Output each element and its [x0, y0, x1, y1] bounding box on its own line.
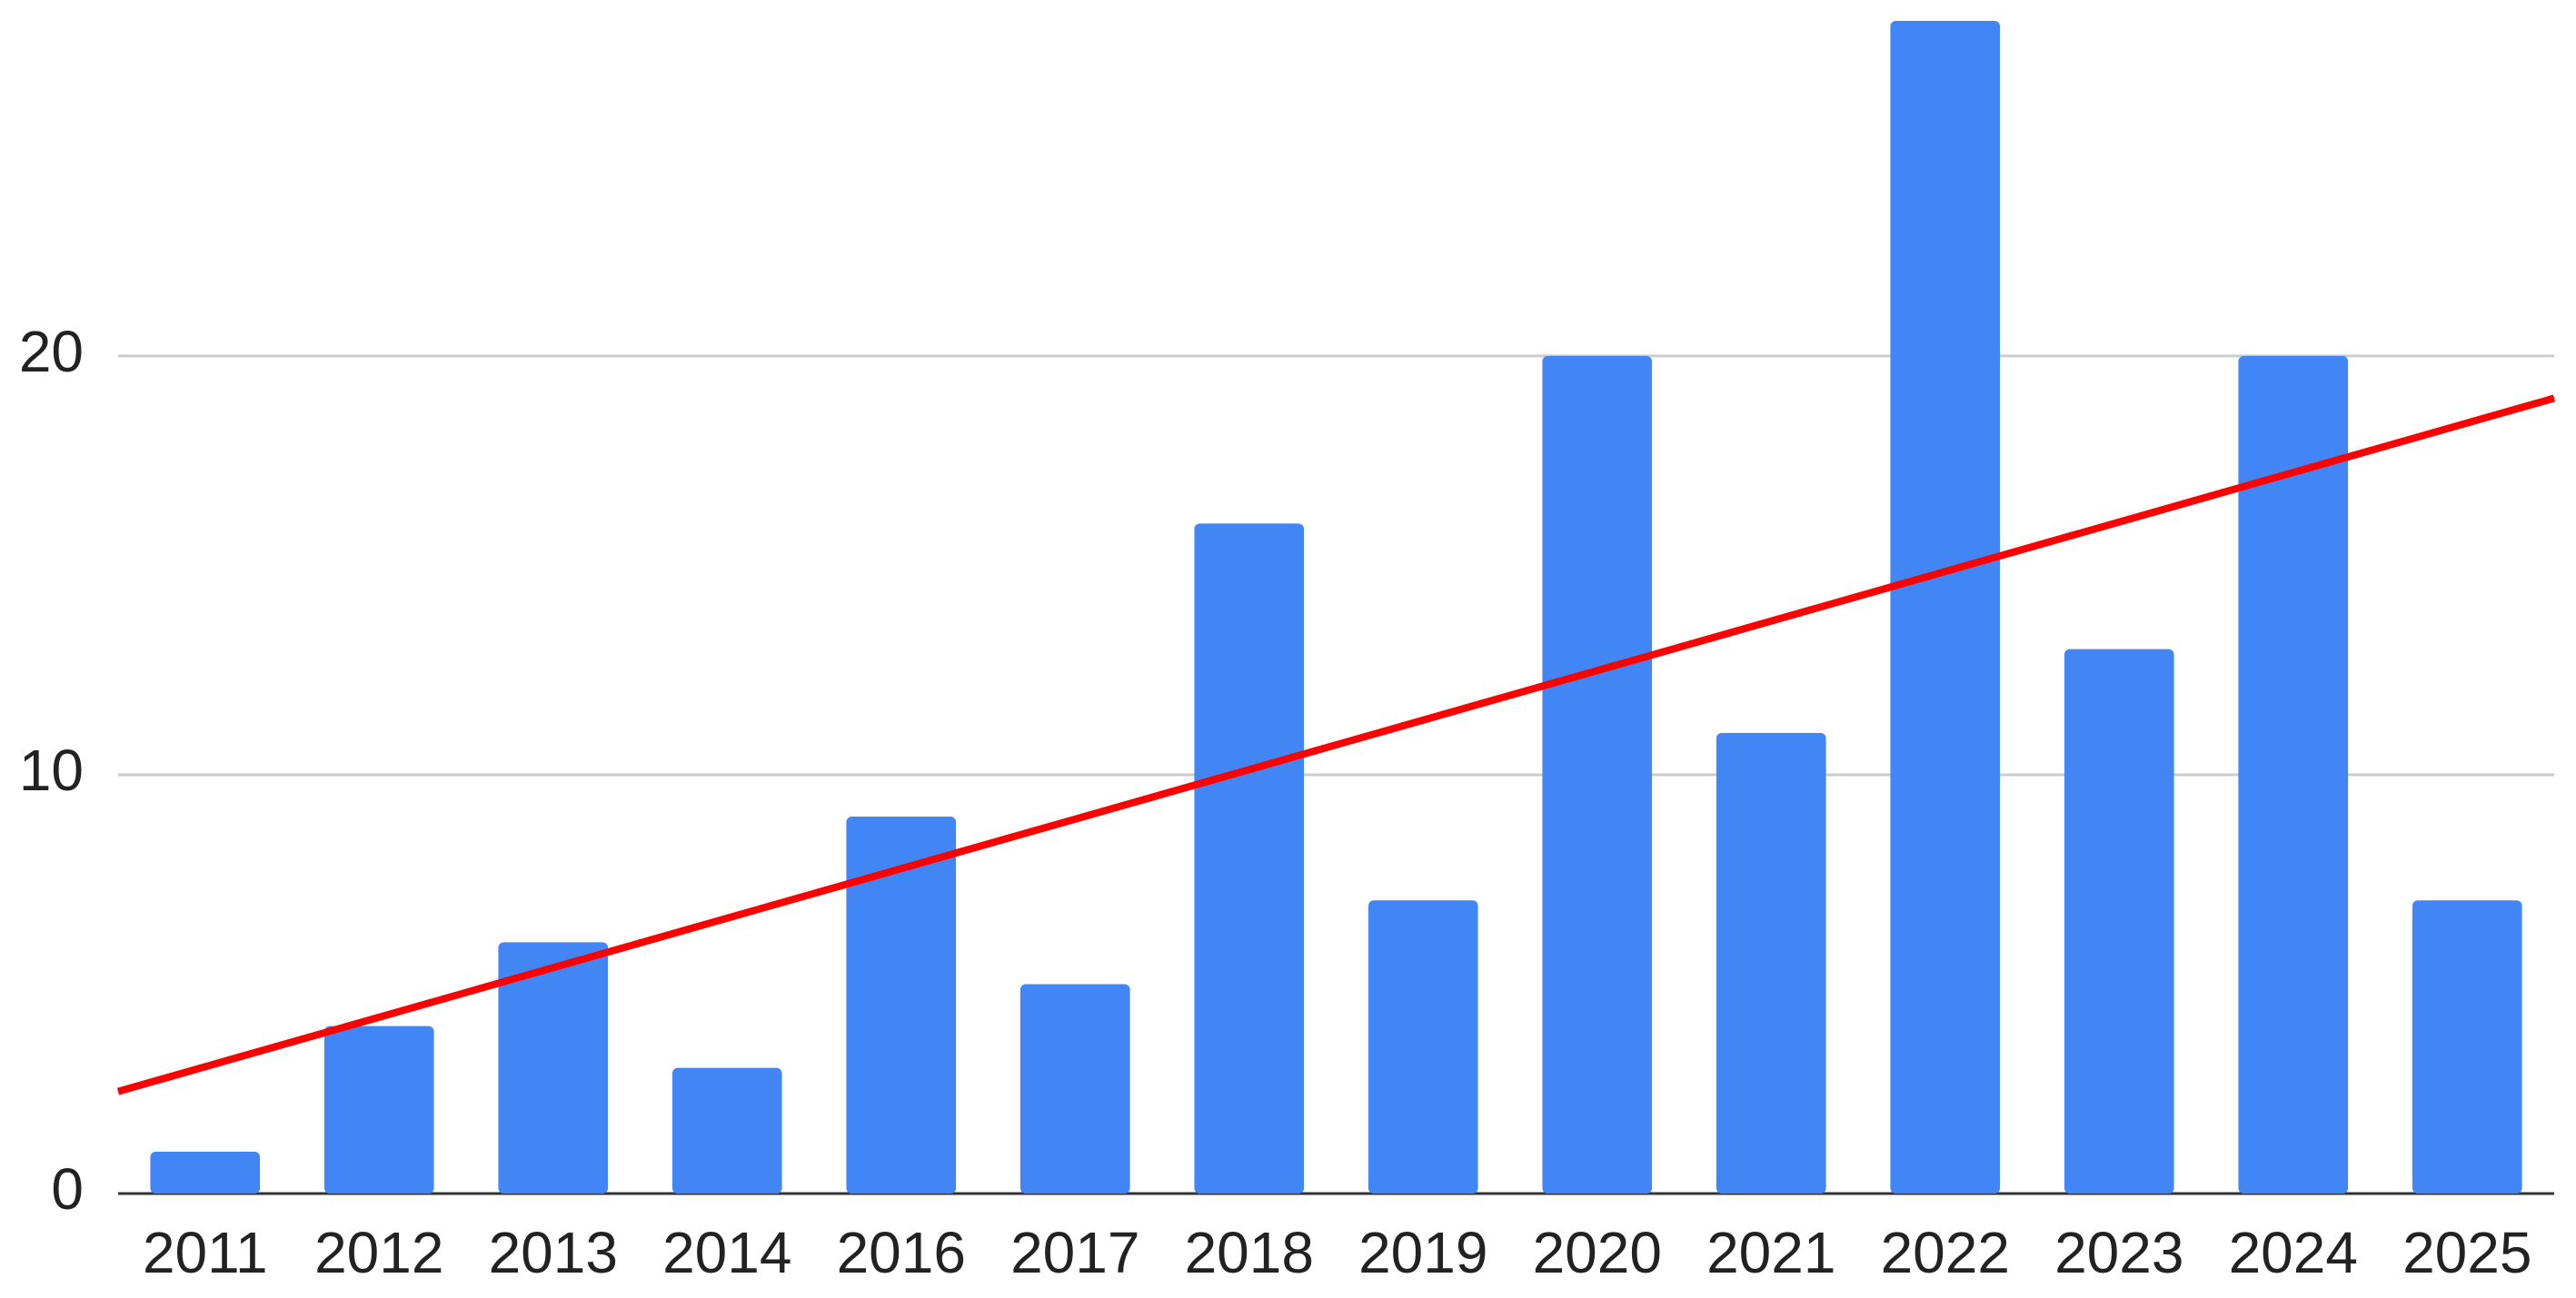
x-tick-label: 2023 [2054, 1220, 2183, 1285]
x-tick-label: 2017 [1010, 1220, 1139, 1285]
x-tick-label: 2024 [2229, 1220, 2358, 1285]
x-tick-label: 2012 [314, 1220, 443, 1285]
x-tick-label: 2016 [837, 1220, 966, 1285]
bar [2412, 900, 2522, 1194]
bar [1890, 21, 2001, 1194]
y-tick-label: 10 [19, 738, 84, 803]
x-tick-label: 2021 [1706, 1220, 1835, 1285]
bar [1019, 984, 1130, 1194]
x-tick-label: 2025 [2402, 1220, 2531, 1285]
x-tick-label: 2014 [662, 1220, 791, 1285]
bar [1368, 900, 1478, 1194]
x-tick-label: 2022 [1881, 1220, 2010, 1285]
bar [846, 817, 957, 1194]
bar [1194, 523, 1305, 1194]
bar [1716, 732, 1826, 1194]
x-tick-label: 2018 [1185, 1220, 1314, 1285]
x-tick-label: 2011 [143, 1220, 268, 1285]
bar [498, 942, 609, 1194]
bar [2238, 355, 2349, 1194]
x-tick-label: 2019 [1358, 1220, 1487, 1285]
y-tick-label: 0 [51, 1156, 84, 1222]
x-tick-label: 2020 [1533, 1220, 1662, 1285]
bar [2064, 649, 2174, 1194]
trendline [116, 394, 2556, 1095]
bar [150, 1151, 261, 1194]
bar [323, 1026, 434, 1194]
bar [1542, 355, 1653, 1194]
y-tick-label: 20 [19, 319, 84, 384]
x-tick-label: 2013 [489, 1220, 618, 1285]
bar [671, 1067, 782, 1194]
